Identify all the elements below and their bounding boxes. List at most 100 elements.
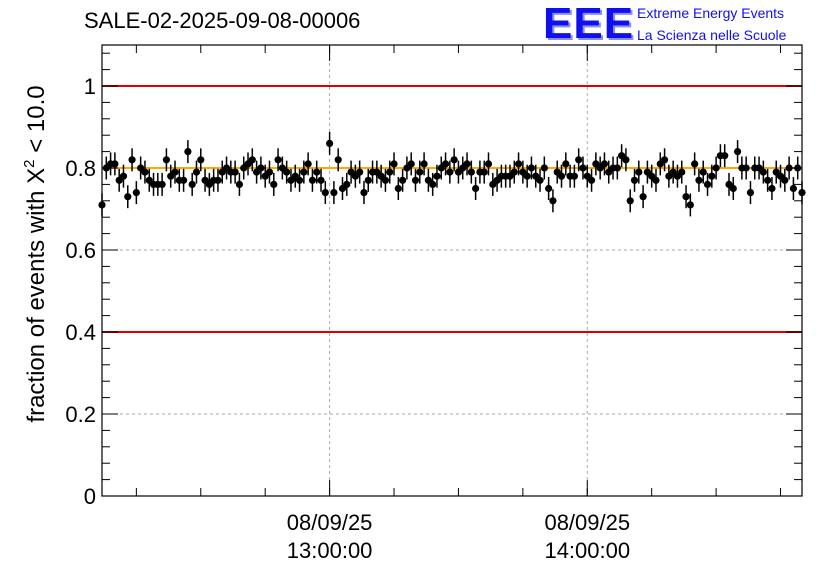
data-point <box>729 184 737 193</box>
data-point <box>416 168 424 176</box>
data-point <box>171 168 179 176</box>
data-point <box>360 189 368 197</box>
data-point <box>467 168 475 176</box>
data-point <box>789 184 798 193</box>
y-tick-label: 0 <box>84 484 96 509</box>
data-point <box>699 168 707 176</box>
data-point <box>304 160 312 168</box>
data-point <box>630 176 639 184</box>
data-point <box>764 176 772 184</box>
data-point <box>708 172 716 180</box>
axes: 0 0.2 0.4 0.6 0.8 1 08/09/25 13:00:00 08/09/25 14… <box>65 45 802 563</box>
data-point <box>111 160 119 168</box>
data-point <box>545 184 553 193</box>
y-axis-label-sup: 2 <box>21 159 38 167</box>
data-point <box>317 176 325 184</box>
data-point <box>257 164 265 172</box>
data-point <box>575 156 583 164</box>
eee-logo: EEE Extreme Energy Events La Scienza nel… <box>543 2 833 46</box>
data-point <box>678 168 686 176</box>
data-point <box>570 172 578 180</box>
data-point <box>536 176 544 184</box>
data-points <box>98 131 806 217</box>
data-point <box>283 168 291 176</box>
reference-lines <box>102 85 802 333</box>
data-point <box>480 168 488 176</box>
y-axis-label-prefix: fraction of events with X <box>23 168 50 423</box>
y-axis-label: fraction of events with X2 < 10.0 <box>21 85 50 422</box>
data-point <box>549 197 557 205</box>
y-axis-label-suffix: < 10.0 <box>23 85 50 159</box>
data-point <box>381 176 390 184</box>
data-point <box>295 176 304 184</box>
data-point <box>622 156 630 164</box>
data-point <box>768 184 776 193</box>
logo-tagline-2: La Scienza nelle Scuole <box>637 27 787 43</box>
data-point <box>733 148 742 156</box>
data-point <box>446 168 454 176</box>
data-point <box>635 168 643 176</box>
data-point <box>523 172 531 180</box>
data-point <box>124 193 132 201</box>
data-point <box>270 180 278 188</box>
data-point <box>579 164 587 172</box>
grid-lines <box>102 45 802 497</box>
data-point <box>179 176 188 184</box>
data-point <box>721 152 729 160</box>
data-point <box>326 139 334 147</box>
data-point <box>128 156 136 164</box>
data-point <box>158 180 166 188</box>
data-point <box>433 172 441 180</box>
data-point <box>231 168 239 176</box>
data-point <box>214 176 222 184</box>
data-point <box>686 201 694 209</box>
data-point <box>626 197 634 205</box>
data-point <box>562 160 570 168</box>
data-point <box>429 180 437 188</box>
data-point <box>540 164 548 172</box>
data-point <box>356 168 364 176</box>
data-point <box>343 180 351 188</box>
data-point <box>703 180 712 188</box>
data-point <box>313 168 321 176</box>
y-tick-label: 0.6 <box>65 238 96 263</box>
data-point <box>781 176 789 184</box>
data-point <box>399 176 407 184</box>
data-point <box>407 160 415 168</box>
data-point <box>450 156 458 164</box>
data-point <box>132 189 140 197</box>
data-point <box>300 168 308 176</box>
data-point <box>652 176 660 184</box>
data-point <box>742 164 750 172</box>
data-point <box>682 193 690 201</box>
data-point <box>527 164 536 172</box>
plot-frame <box>101 44 803 497</box>
x-tick-date-label: 08/09/25 <box>544 510 630 535</box>
x-tick-time-label: 13:00:00 <box>287 538 373 563</box>
data-point <box>746 189 755 197</box>
data-point <box>557 172 566 180</box>
data-point <box>394 184 402 193</box>
data-point <box>197 156 205 164</box>
data-point <box>162 156 171 164</box>
data-point <box>411 176 420 184</box>
data-point <box>308 176 317 184</box>
data-point <box>386 168 394 176</box>
data-point <box>235 180 244 188</box>
data-point <box>639 193 647 201</box>
data-point <box>119 172 128 180</box>
data-point <box>184 148 192 156</box>
data-point <box>141 168 149 176</box>
data-point <box>712 164 720 172</box>
y-tick-label: 1 <box>84 74 96 99</box>
data-point <box>390 160 398 168</box>
chart-title: SALE-02-2025-09-08-00006 <box>84 8 361 33</box>
data-point <box>613 164 621 172</box>
data-point <box>334 156 342 164</box>
data-point <box>600 160 609 168</box>
data-point <box>484 160 493 168</box>
data-point <box>463 160 471 168</box>
data-point <box>364 176 372 184</box>
data-point <box>274 156 282 164</box>
data-point <box>330 189 338 197</box>
